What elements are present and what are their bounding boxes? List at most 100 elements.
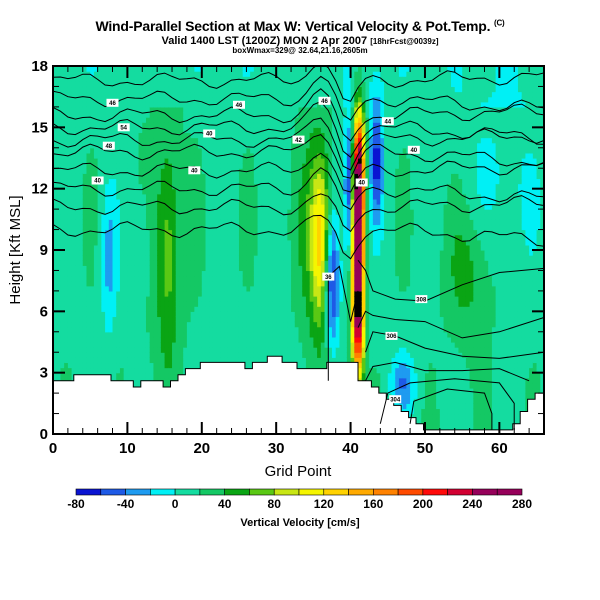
field-cell (224, 250, 229, 256)
field-cell (287, 244, 292, 251)
field-cell (82, 260, 88, 266)
field-cell (305, 352, 311, 358)
field-cell (90, 260, 95, 266)
field-cell (86, 86, 91, 93)
field-cell (224, 163, 229, 169)
field-cell (157, 224, 162, 231)
field-cell (220, 336, 225, 343)
field-cell (138, 367, 143, 374)
field-cell (250, 234, 255, 241)
field-cell (145, 357, 151, 364)
field-cell (97, 137, 102, 144)
field-cell (116, 229, 121, 236)
field-cell (198, 198, 203, 205)
field-cell (287, 168, 292, 174)
field-cell (183, 106, 188, 113)
field-cell (101, 122, 106, 128)
field-cell (238, 239, 244, 246)
field-cell (138, 311, 143, 318)
field-cell (194, 306, 199, 312)
field-cell (123, 301, 128, 307)
field-cell (253, 173, 259, 180)
field-cell (257, 117, 262, 123)
field-cell (224, 66, 229, 72)
field-cell (250, 239, 255, 246)
field-cell (205, 296, 210, 302)
field-cell (164, 255, 169, 261)
field-cell (105, 347, 110, 353)
field-cell (116, 250, 121, 256)
field-cell (302, 173, 307, 180)
field-cell (123, 296, 128, 302)
field-cell (246, 66, 251, 72)
field-cell (153, 86, 158, 93)
field-cell (186, 280, 192, 287)
field-cell (172, 209, 177, 215)
field-cell (194, 321, 199, 328)
field-cell (276, 106, 281, 113)
field-cell (172, 229, 177, 236)
field-cell (160, 183, 166, 190)
field-cell (250, 321, 255, 328)
field-cell (186, 224, 192, 231)
field-cell (134, 301, 140, 307)
field-cell (268, 219, 274, 226)
field-cell (75, 117, 80, 123)
field-cell (97, 244, 102, 251)
field-cell (268, 158, 274, 164)
field-cell (138, 224, 143, 231)
field-cell (160, 316, 166, 323)
field-cell (224, 244, 229, 251)
field-cell (86, 260, 91, 266)
field-cell (209, 270, 214, 277)
field-cell (142, 81, 147, 88)
field-cell (164, 260, 169, 266)
field-cell (268, 316, 274, 323)
field-cell (305, 112, 311, 118)
field-cell (149, 142, 155, 149)
field-cell (261, 234, 266, 241)
field-cell (209, 260, 214, 266)
field-cell (86, 290, 91, 297)
field-cell (134, 372, 140, 379)
field-cell (194, 239, 199, 246)
field-cell (294, 178, 300, 185)
field-cell (142, 311, 147, 318)
field-cell (212, 193, 218, 200)
field-cell (112, 306, 117, 312)
field-cell (175, 132, 181, 139)
field-cell (116, 357, 121, 364)
field-cell (142, 101, 147, 108)
field-cell (194, 204, 199, 210)
field-cell (186, 275, 192, 282)
field-cell (209, 234, 214, 241)
field-cell (265, 198, 270, 205)
field-cell (134, 265, 140, 272)
field-cell (112, 372, 117, 379)
field-cell (253, 219, 259, 226)
field-cell (90, 106, 95, 113)
field-cell (56, 316, 62, 323)
field-cell (79, 71, 84, 77)
field-cell (105, 342, 110, 348)
field-cell (179, 255, 184, 261)
field-cell (220, 91, 225, 98)
field-cell (194, 260, 199, 266)
field-cell (168, 290, 173, 297)
field-cell (53, 163, 58, 169)
field-cell (224, 219, 229, 226)
field-cell (142, 336, 147, 343)
field-cell (127, 347, 132, 353)
field-cell (112, 336, 117, 343)
field-cell (283, 112, 288, 118)
field-cell (179, 229, 184, 236)
field-cell (131, 214, 136, 220)
field-cell (79, 188, 84, 195)
field-cell (108, 316, 114, 323)
field-cell (194, 270, 199, 277)
field-cell (164, 331, 169, 338)
field-cell (56, 357, 62, 364)
field-cell (134, 188, 140, 195)
field-cell (67, 76, 73, 82)
field-cell (101, 112, 106, 118)
